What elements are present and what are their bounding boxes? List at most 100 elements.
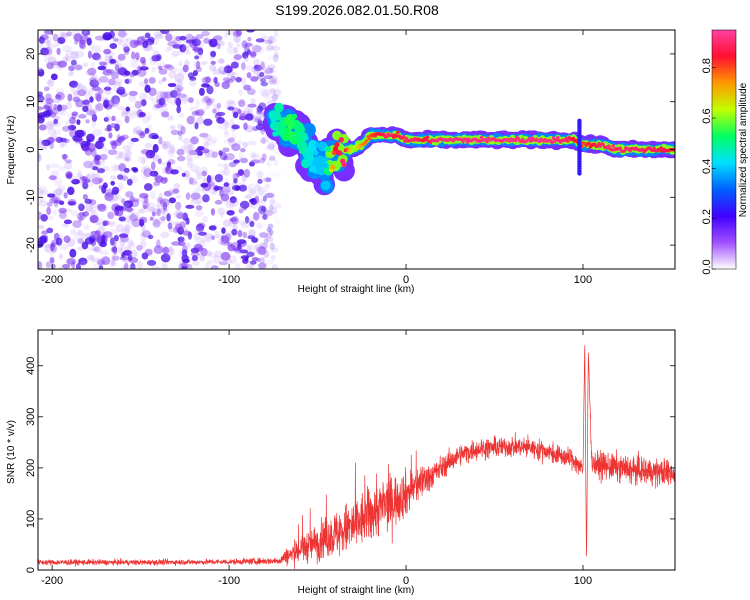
noise-speckle (152, 50, 160, 57)
noise-speckle (152, 219, 161, 228)
noise-speckle (249, 161, 255, 167)
noise-speckle (264, 95, 272, 101)
noise-speckle (259, 232, 269, 238)
noise-speckle (230, 76, 237, 81)
noise-speckle (144, 142, 152, 149)
noise-speckle (63, 219, 73, 225)
noise-speckle (238, 220, 246, 226)
signal-blob (367, 136, 372, 141)
noise-speckle (158, 68, 168, 75)
noise-speckle (106, 212, 114, 219)
noise-speckle (266, 231, 272, 239)
noise-speckle (115, 64, 123, 71)
noise-speckle (168, 45, 174, 51)
signal-blob (551, 136, 556, 140)
noise-speckle (255, 213, 265, 219)
noise-speckle (239, 254, 247, 261)
noise-speckle (91, 114, 98, 122)
noise-speckle (162, 262, 169, 269)
noise-speckle (70, 85, 76, 93)
noise-speckle (117, 174, 124, 180)
noise-speckle (108, 101, 115, 109)
noise-speckle (272, 77, 281, 86)
noise-speckle (132, 167, 139, 173)
noise-speckle (271, 263, 278, 269)
noise-speckle (82, 30, 89, 35)
noise-speckle (83, 160, 94, 169)
noise-speckle (129, 214, 138, 222)
noise-speckle (163, 30, 174, 33)
signal-blob (550, 140, 554, 145)
noise-speckle (144, 78, 149, 85)
noise-speckle (217, 238, 226, 246)
noise-speckle (195, 109, 205, 116)
noise-speckle (185, 204, 195, 209)
noise-speckle (214, 231, 220, 238)
noise-speckle (104, 188, 114, 198)
noise-speckle (186, 162, 193, 168)
noise-speckle (49, 256, 55, 264)
noise-speckle (236, 43, 241, 48)
noise-speckle (111, 95, 120, 105)
noise-speckle (151, 208, 161, 216)
noise-speckle (114, 194, 122, 200)
noise-speckle (135, 52, 140, 61)
noise-speckle (78, 257, 88, 266)
noise-speckle (178, 241, 186, 247)
noise-speckle (243, 84, 252, 91)
noise-speckle (170, 66, 178, 73)
noise-speckle (90, 61, 96, 70)
noise-speckle (49, 242, 55, 252)
noise-speckle (94, 140, 104, 150)
noise-speckle (71, 111, 79, 117)
noise-speckle (106, 220, 112, 226)
noise-speckle (194, 122, 199, 130)
noise-speckle (268, 80, 278, 86)
noise-speckle (172, 44, 183, 49)
noise-speckle (229, 196, 237, 204)
noise-speckle (76, 82, 84, 92)
noise-speckle (233, 47, 239, 54)
noise-speckle (105, 99, 115, 108)
noise-speckle (223, 132, 230, 138)
noise-speckle (109, 259, 116, 267)
noise-speckle (201, 83, 210, 88)
noise-speckle (103, 220, 110, 226)
noise-speckle (148, 76, 156, 84)
noise-speckle (257, 246, 267, 256)
noise-speckle (38, 262, 42, 268)
noise-speckle (206, 97, 212, 105)
noise-speckle (220, 234, 225, 243)
noise-speckle (235, 172, 241, 177)
noise-speckle (161, 140, 167, 147)
noise-speckle (50, 73, 58, 81)
noise-speckle (140, 71, 148, 76)
noise-speckle (84, 90, 91, 99)
noise-speckle (270, 199, 278, 204)
noise-speckle (123, 51, 130, 56)
noise-speckle (164, 249, 174, 258)
noise-speckle (38, 124, 45, 130)
noise-speckle (275, 203, 282, 209)
noise-speckle (251, 153, 261, 158)
spectrogram-y-tick-label: 10 (25, 96, 37, 108)
noise-speckle (67, 124, 77, 131)
noise-speckle (268, 228, 274, 236)
noise-speckle (178, 132, 183, 141)
noise-speckle (270, 254, 276, 261)
noise-speckle (194, 210, 205, 217)
signal-blob (325, 146, 332, 152)
noise-speckle (63, 192, 68, 199)
noise-speckle (129, 249, 138, 259)
noise-speckle (218, 187, 224, 193)
noise-speckle (273, 88, 282, 97)
noise-speckle (246, 72, 252, 79)
noise-speckle (217, 66, 222, 75)
noise-speckle (66, 31, 72, 37)
noise-speckle (214, 250, 223, 258)
noise-speckle (139, 66, 149, 71)
noise-speckle (241, 40, 248, 49)
noise-speckle (62, 44, 72, 52)
noise-speckle (249, 51, 257, 57)
noise-speckle (142, 175, 149, 180)
